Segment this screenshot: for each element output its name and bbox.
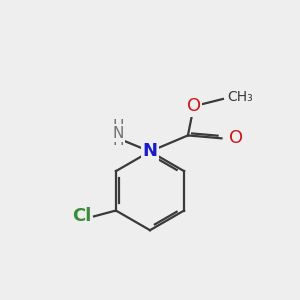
Text: N: N	[112, 126, 124, 141]
Text: CH₃: CH₃	[227, 91, 253, 104]
Text: H: H	[112, 133, 124, 148]
Text: O: O	[187, 97, 201, 115]
Text: O: O	[229, 129, 243, 147]
Text: H: H	[112, 118, 124, 134]
Text: N: N	[142, 142, 158, 160]
Text: Cl: Cl	[72, 207, 91, 225]
